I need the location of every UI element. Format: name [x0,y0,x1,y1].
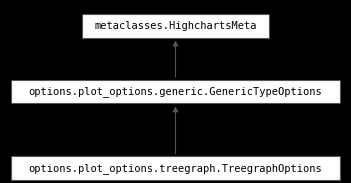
Text: metaclasses.HighchartsMeta: metaclasses.HighchartsMeta [94,21,257,31]
FancyBboxPatch shape [82,14,269,38]
Text: options.plot_options.generic.GenericTypeOptions: options.plot_options.generic.GenericType… [29,86,322,97]
FancyBboxPatch shape [11,80,340,103]
FancyBboxPatch shape [11,156,340,180]
Text: options.plot_options.treegraph.TreegraphOptions: options.plot_options.treegraph.Treegraph… [29,163,322,174]
